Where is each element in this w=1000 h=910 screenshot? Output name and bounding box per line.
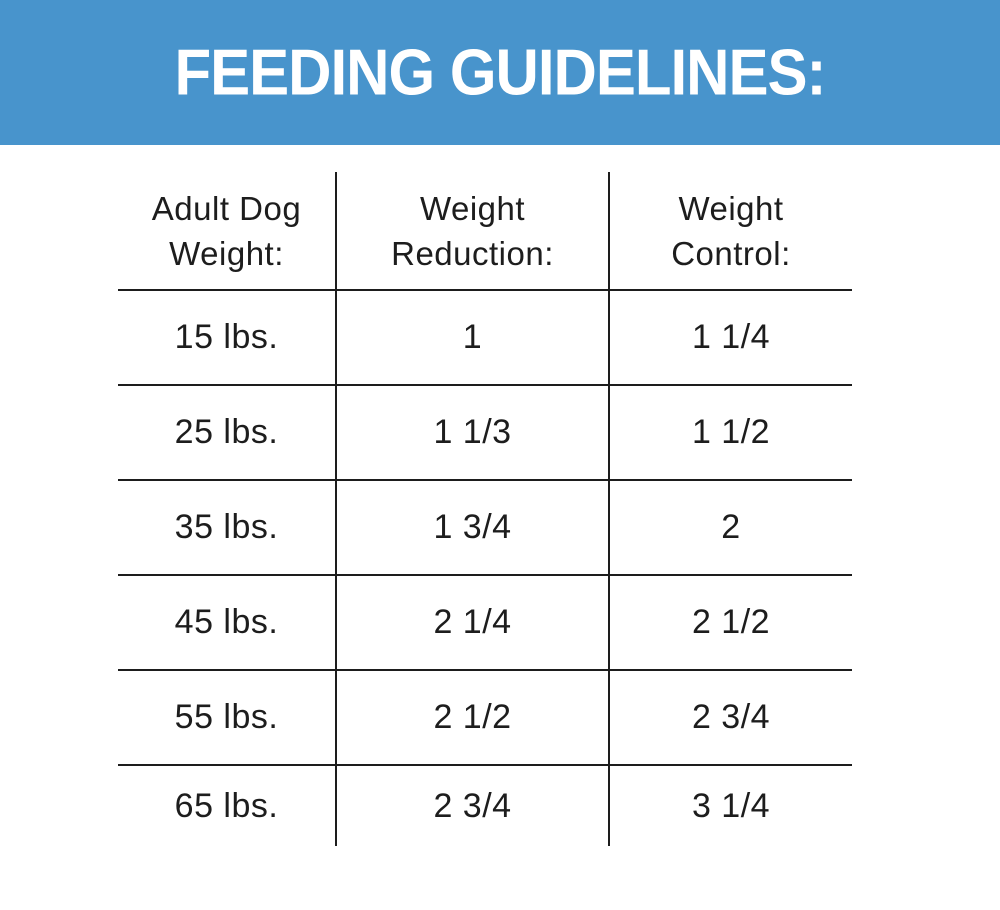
- header-line: Control:: [671, 234, 791, 272]
- cell-dog-weight: 15 lbs.: [174, 318, 279, 356]
- header-weight-reduction: Weight Reduction:: [335, 172, 610, 289]
- cell-dog-weight: 55 lbs.: [174, 698, 279, 736]
- table-row: 15 lbs. 1 1 1/4: [118, 291, 852, 386]
- cell-dog-weight: 35 lbs.: [174, 508, 279, 546]
- header-line: Weight: [678, 189, 784, 227]
- cell-weight-reduction: 1 1/3: [335, 386, 610, 479]
- cell-weight-control: 2 3/4: [691, 698, 771, 736]
- header-line: Weight:: [169, 234, 284, 272]
- cell-dog-weight: 65 lbs.: [174, 786, 279, 825]
- table-row: 65 lbs. 2 3/4 3 1/4: [118, 766, 852, 846]
- page-title: FEEDING GUIDELINES:: [174, 35, 826, 109]
- table-row: 35 lbs. 1 3/4 2: [118, 481, 852, 576]
- cell-weight-reduction: 2 1/4: [335, 576, 610, 669]
- table-row: 55 lbs. 2 1/2 2 3/4: [118, 671, 852, 766]
- cell-dog-weight: 45 lbs.: [174, 603, 279, 641]
- header-adult-dog-weight: Adult Dog Weight:: [118, 172, 335, 289]
- table-row: 45 lbs. 2 1/4 2 1/2: [118, 576, 852, 671]
- cell-dog-weight: 25 lbs.: [174, 413, 279, 451]
- cell-weight-reduction: 2 1/2: [335, 671, 610, 764]
- cell-weight-control: 2 1/2: [691, 603, 771, 641]
- header-weight-control: Weight Control:: [610, 172, 852, 289]
- header-line: Adult Dog: [151, 189, 302, 227]
- cell-weight-reduction: 2 3/4: [335, 766, 610, 846]
- cell-weight-control: 3 1/4: [691, 786, 771, 825]
- feeding-guidelines-table: Adult Dog Weight: Weight Reduction: Weig…: [118, 172, 852, 846]
- table-header-row: Adult Dog Weight: Weight Reduction: Weig…: [118, 172, 852, 291]
- cell-weight-control: 1 1/4: [691, 318, 771, 356]
- banner: FEEDING GUIDELINES:: [0, 0, 1000, 145]
- cell-weight-control: 1 1/2: [691, 413, 771, 451]
- cell-weight-control: 2: [721, 508, 741, 546]
- cell-weight-reduction: 1: [335, 291, 610, 384]
- cell-weight-reduction: 1 3/4: [335, 481, 610, 574]
- table-row: 25 lbs. 1 1/3 1 1/2: [118, 386, 852, 481]
- header-line: Weight: [419, 189, 526, 227]
- header-line: Reduction:: [391, 234, 554, 272]
